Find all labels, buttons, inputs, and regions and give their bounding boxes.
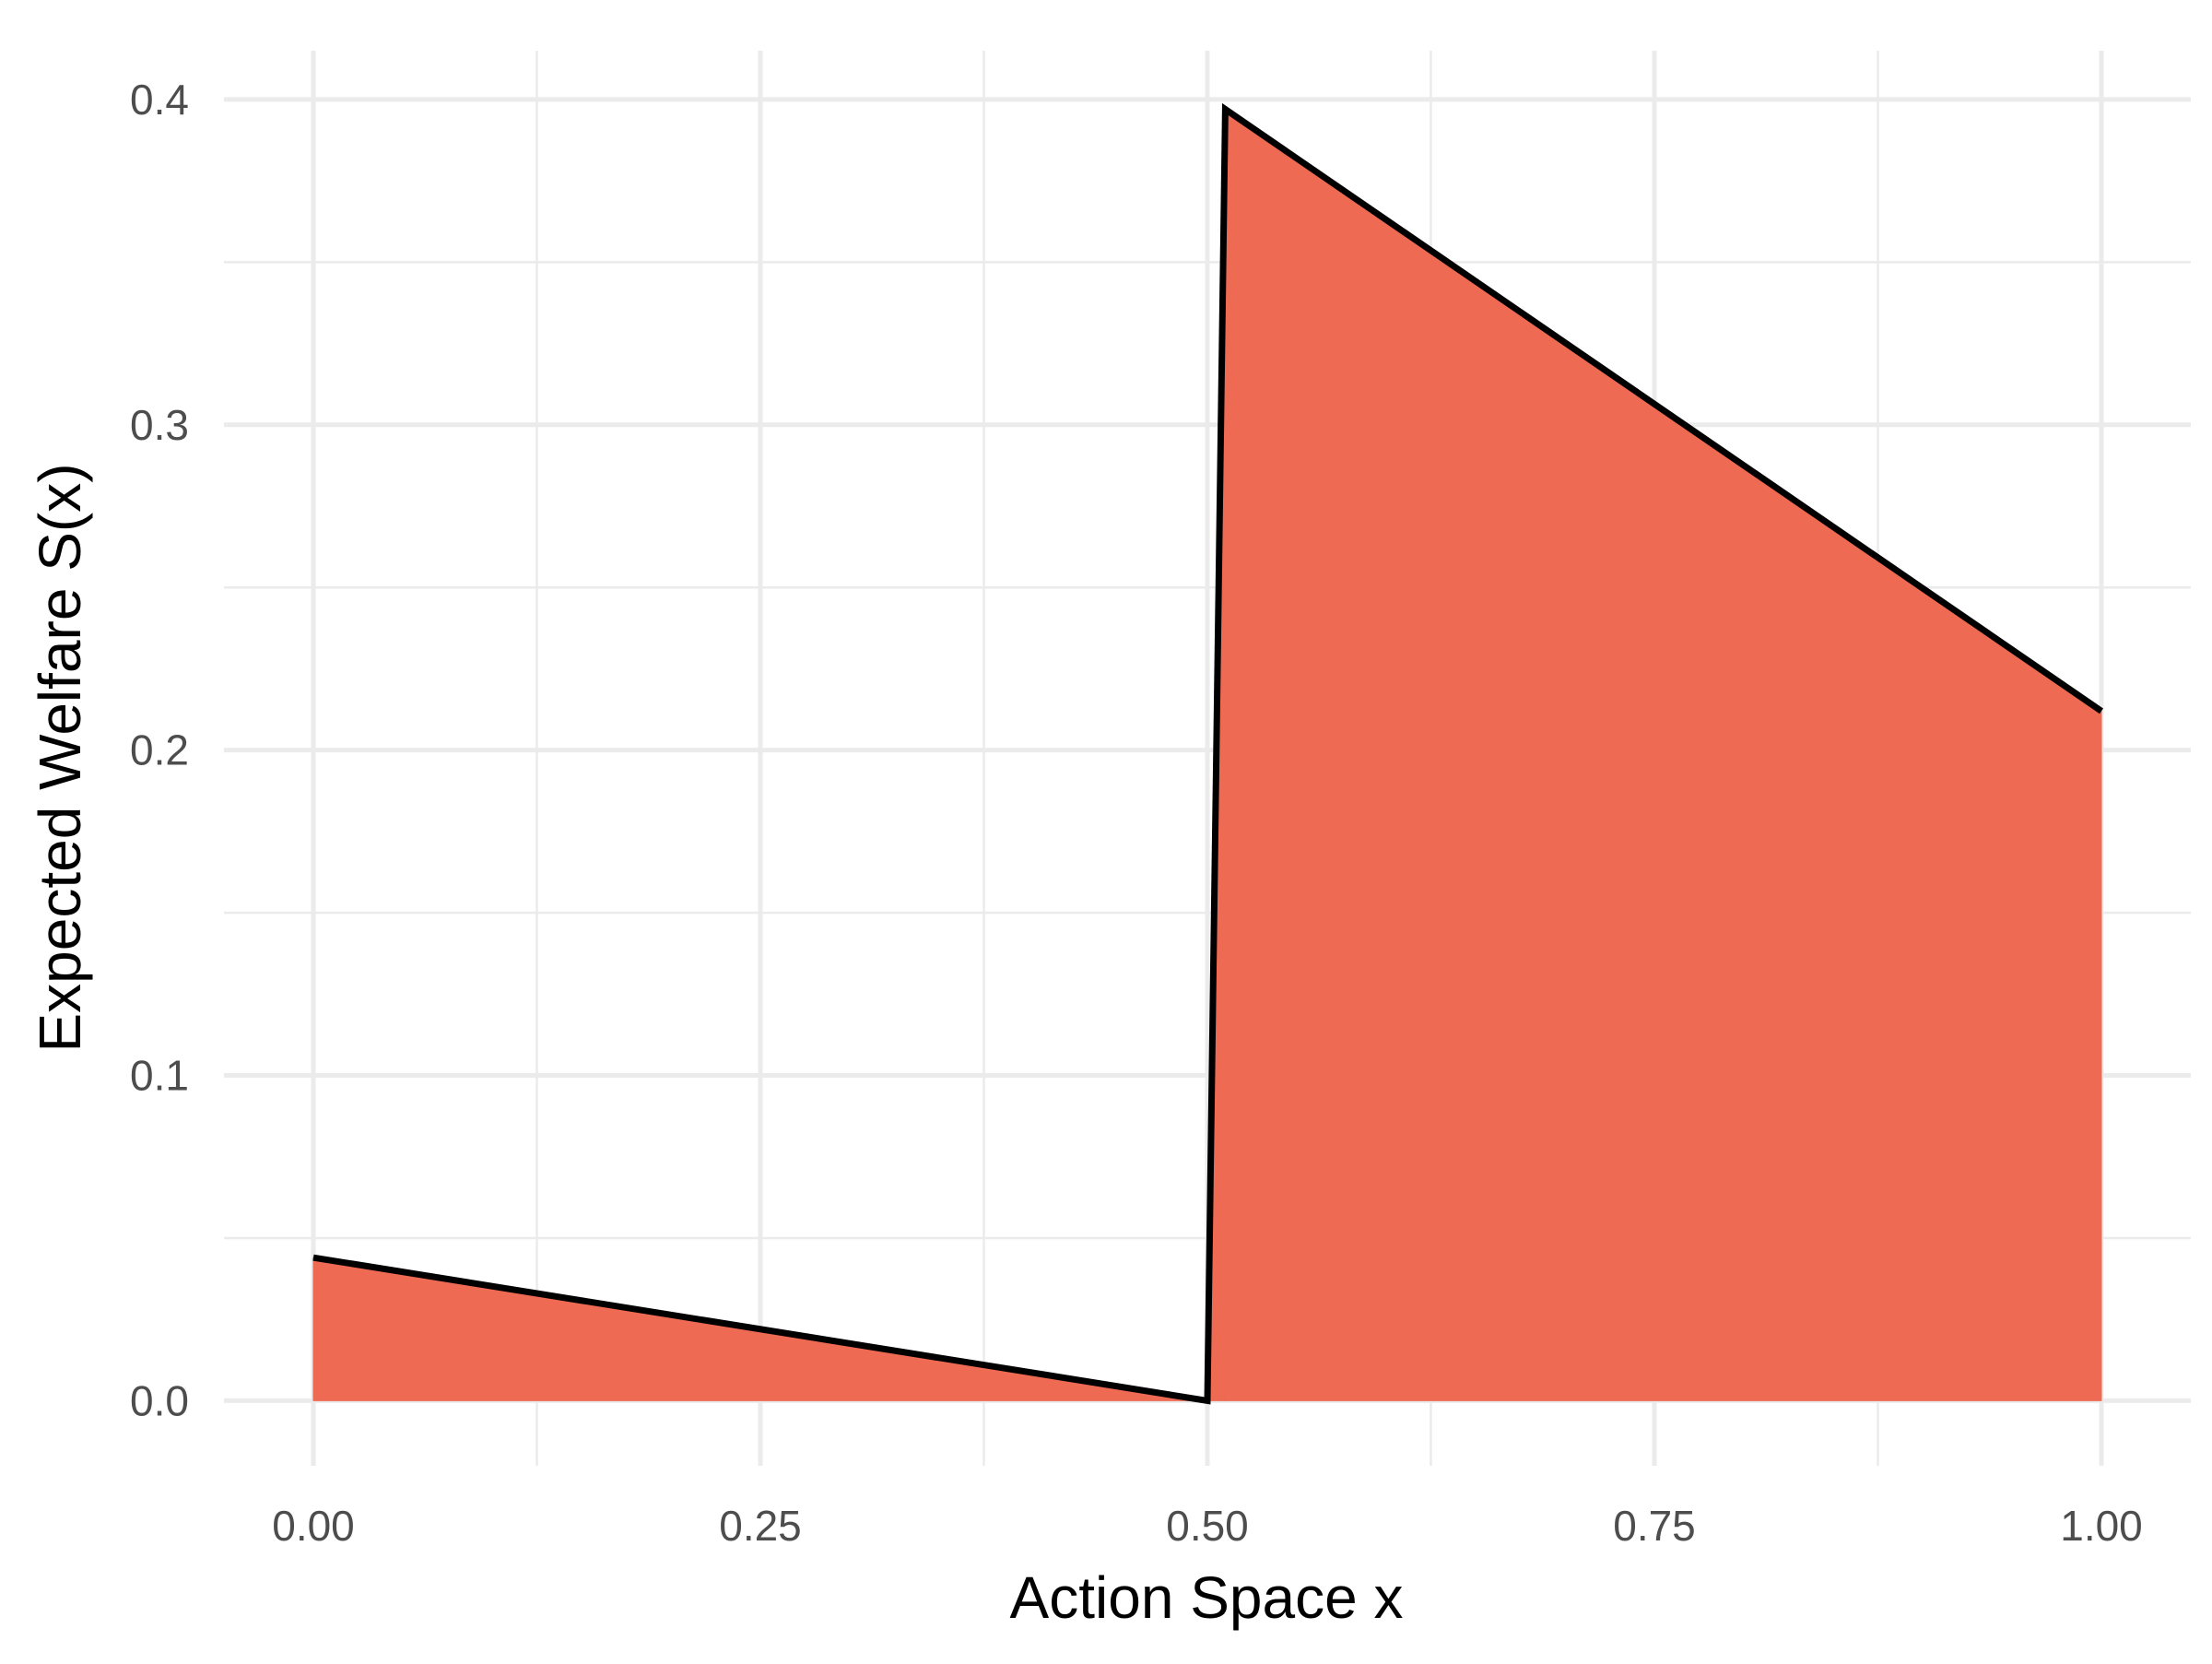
x-tick-label: 0.00 bbox=[272, 1502, 355, 1550]
x-axis-title: Action Space x bbox=[1010, 1564, 1404, 1631]
y-tick-label: 0.1 bbox=[130, 1052, 189, 1100]
x-tick-label: 0.25 bbox=[719, 1502, 802, 1550]
x-tick-label: 0.50 bbox=[1166, 1502, 1249, 1550]
x-tick-label: 1.00 bbox=[2060, 1502, 2143, 1550]
y-tick-label: 0.4 bbox=[130, 76, 189, 124]
y-tick-label: 0.0 bbox=[130, 1376, 189, 1424]
y-tick-label: 0.2 bbox=[130, 726, 189, 774]
x-tick-label: 0.75 bbox=[1613, 1502, 1696, 1550]
y-axis-title: Expected Welfare S(x) bbox=[27, 463, 93, 1052]
y-tick-label: 0.3 bbox=[130, 401, 189, 449]
area-fill-segment bbox=[1225, 110, 2101, 1401]
